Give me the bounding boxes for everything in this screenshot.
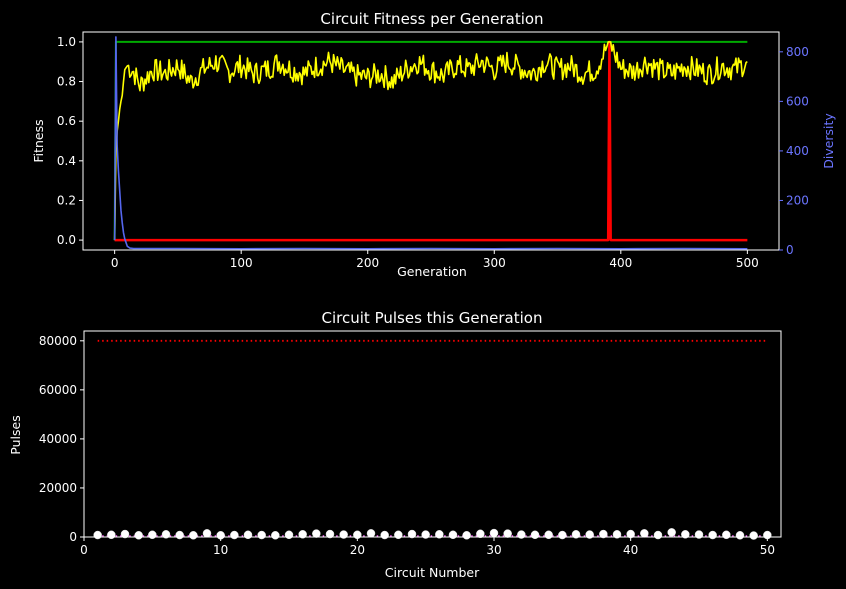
pulses-x-axis-label: Circuit Number bbox=[385, 565, 480, 580]
pulse-point bbox=[544, 530, 553, 540]
pulse-point bbox=[599, 529, 608, 539]
pulse-point bbox=[230, 530, 239, 540]
pulse-point bbox=[366, 529, 376, 538]
pulses-y-tick-label: 40000 bbox=[39, 432, 77, 446]
pulse-point bbox=[325, 529, 335, 539]
pulse-point bbox=[284, 530, 294, 540]
pulses-x-tick-label: 30 bbox=[486, 543, 501, 557]
fitness-x-tick-label: 200 bbox=[356, 256, 379, 270]
avg-fitness-line bbox=[113, 41, 748, 241]
fitness-x-axis-label: Generation bbox=[397, 264, 467, 279]
fitness-x-tick-label: 0 bbox=[111, 256, 119, 270]
diversity-y-tick-label: 200 bbox=[786, 193, 809, 207]
pulses-y-tick-label: 20000 bbox=[39, 481, 77, 495]
diversity-y-tick-label: 600 bbox=[786, 94, 809, 108]
fitness-y-tick-label: 0.2 bbox=[57, 193, 76, 207]
fitness-axes-frame bbox=[82, 31, 780, 251]
pulses-chart: Circuit Pulses this Generation Circuit N… bbox=[8, 309, 782, 580]
diversity-y-tick-label: 0 bbox=[786, 243, 794, 257]
pulses-x-tick-label: 50 bbox=[760, 543, 775, 557]
pulse-point bbox=[394, 530, 403, 540]
pulse-point bbox=[257, 530, 266, 540]
pulse-point bbox=[708, 530, 717, 540]
diversity-line bbox=[113, 36, 748, 250]
pulse-point bbox=[530, 530, 540, 540]
fitness-y-axis-label: Fitness bbox=[31, 119, 46, 162]
pulse-point bbox=[243, 530, 253, 540]
fitness-x-tick-label: 100 bbox=[230, 256, 253, 270]
diversity-y-axis-label: Diversity bbox=[821, 113, 836, 169]
pulses-y-tick-label: 60000 bbox=[39, 383, 77, 397]
diversity-y-tick-label: 800 bbox=[786, 45, 809, 59]
fitness-y-tick-label: 0.6 bbox=[57, 114, 76, 128]
fitness-series-group bbox=[113, 36, 748, 250]
pulse-point bbox=[93, 530, 102, 540]
pulses-plot-area: 0 10 20 30 40 50 0 20000 40000 60000 80000 bbox=[39, 330, 782, 557]
fitness-chart-title: Circuit Fitness per Generation bbox=[320, 10, 543, 28]
pulse-point bbox=[271, 531, 280, 540]
pulse-point bbox=[735, 531, 745, 540]
pulse-point bbox=[407, 529, 417, 539]
pulses-axes-frame bbox=[83, 330, 782, 538]
pulse-point bbox=[640, 529, 649, 538]
pulse-point bbox=[653, 530, 663, 540]
pulse-point bbox=[558, 530, 567, 540]
pulse-point bbox=[722, 530, 731, 540]
pulse-point bbox=[448, 530, 458, 540]
fitness-y-tick-label: 0.0 bbox=[57, 233, 76, 247]
pulses-y-axis-label: Pulses bbox=[8, 415, 23, 454]
pulse-point bbox=[380, 530, 389, 540]
pulse-point bbox=[175, 530, 184, 540]
pulses-y-tick-label: 80000 bbox=[39, 334, 77, 348]
pulses-x-tick-label: 40 bbox=[623, 543, 638, 557]
pulse-point bbox=[161, 530, 171, 539]
fitness-plot-area: 0 100 200 300 400 500 0.0 0.2 0.4 0.6 0.8 1.0 0 200 40… bbox=[57, 31, 809, 270]
diversity-y-tick-label: 400 bbox=[786, 144, 809, 158]
pulse-point bbox=[120, 529, 130, 539]
fitness-y-tick-label: 1.0 bbox=[57, 35, 76, 49]
fitness-y-tick-label: 0.4 bbox=[57, 154, 76, 168]
pulse-point bbox=[667, 528, 676, 537]
pulse-point bbox=[681, 530, 690, 539]
pulses-x-tick-label: 0 bbox=[80, 543, 88, 557]
pulse-point bbox=[202, 529, 212, 538]
pulse-point bbox=[571, 530, 581, 539]
fitness-x-tick-label: 500 bbox=[736, 256, 759, 270]
pulse-point bbox=[148, 530, 157, 540]
pulse-point bbox=[612, 530, 622, 539]
pulse-point bbox=[503, 529, 512, 538]
pulse-point bbox=[749, 531, 758, 540]
pulse-point bbox=[189, 531, 198, 540]
pulse-point bbox=[134, 531, 143, 540]
fitness-x-tick-label: 400 bbox=[609, 256, 632, 270]
pulse-point bbox=[462, 531, 471, 540]
pulse-point bbox=[489, 528, 499, 538]
pulse-point bbox=[312, 529, 321, 538]
pulse-point bbox=[298, 530, 307, 539]
fitness-x-tick-label: 300 bbox=[483, 256, 506, 270]
pulses-x-tick-label: 10 bbox=[213, 543, 228, 557]
fitness-chart: Circuit Fitness per Generation Generatio… bbox=[31, 10, 836, 279]
pulse-point bbox=[107, 530, 116, 540]
pulses-y-tick-label: 0 bbox=[69, 530, 77, 544]
pulse-point bbox=[476, 529, 485, 539]
fitness-y-tick-label: 0.8 bbox=[57, 75, 76, 89]
pulses-x-tick-label: 20 bbox=[350, 543, 365, 557]
pulses-chart-title: Circuit Pulses this Generation bbox=[322, 309, 543, 327]
pulse-point bbox=[435, 530, 444, 539]
